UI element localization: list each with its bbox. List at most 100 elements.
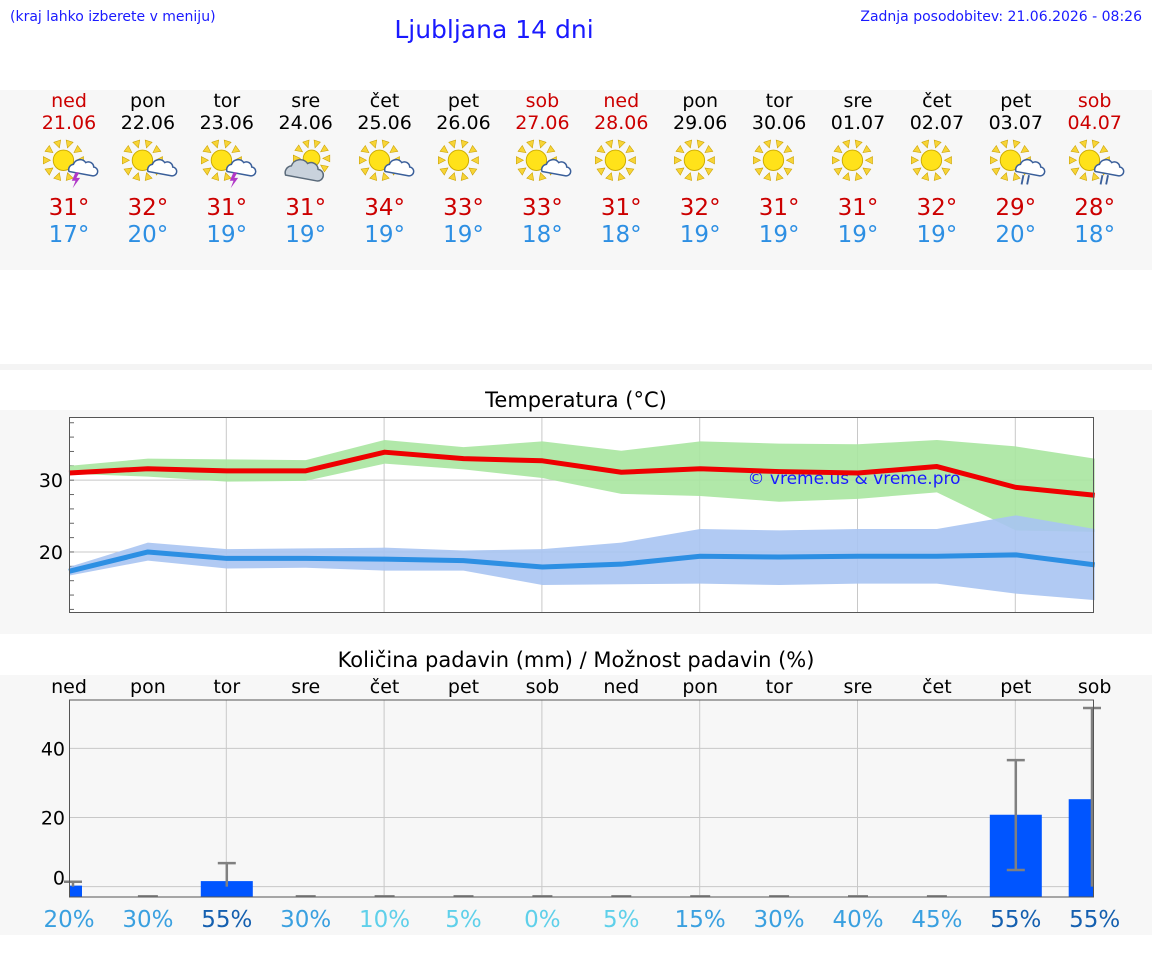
- precipitation-probability-label: 10%: [359, 907, 410, 933]
- y-tick-label: 20: [39, 542, 63, 564]
- day-name: pet: [447, 90, 480, 112]
- max-temperature: 32°: [679, 195, 721, 221]
- precipitation-day-label: pet: [1000, 676, 1031, 698]
- sun-icon: [910, 139, 952, 181]
- precipitation-chart: ned pon tor sre čet pet sob ned pon tor sre čet pet s…: [41, 676, 1120, 933]
- max-temperature: 33°: [522, 195, 563, 221]
- max-temperature: 33°: [443, 195, 484, 221]
- precipitation-probability-label: 20%: [43, 907, 94, 933]
- y-tick-label: 0: [53, 868, 65, 890]
- location-hint-link[interactable]: (kraj lahko izberete v meniju): [10, 9, 216, 25]
- max-temperature: 31°: [837, 195, 879, 221]
- sun-icon: [674, 139, 715, 181]
- min-temperature: 19°: [364, 222, 405, 248]
- min-temperature: 19°: [916, 222, 958, 248]
- max-temperature: 31°: [206, 195, 248, 221]
- sun-cloud-storm-icon: [200, 139, 257, 189]
- day-column: sob 04.07 28° 18°: [1055, 90, 1134, 249]
- max-temperature-range-band: [69, 439, 1095, 532]
- min-temperature: 17°: [48, 222, 90, 248]
- max-temperature: 29°: [995, 195, 1037, 221]
- day-column: čet 02.07 32° 19°: [897, 90, 976, 249]
- min-temperature: 19°: [758, 222, 800, 248]
- day-name: sre: [843, 90, 873, 112]
- sun-icon: [832, 139, 873, 181]
- max-temperature: 31°: [48, 195, 90, 221]
- precipitation-probability-label: 0%: [524, 907, 561, 933]
- temperature-chart-title: Temperatura (°C): [485, 388, 667, 412]
- precipitation-probability-label: 5%: [445, 907, 482, 933]
- sun-cloud-icon: [358, 139, 415, 181]
- max-temperature: 31°: [600, 195, 642, 221]
- y-tick-label: 40: [41, 738, 65, 760]
- precipitation-probability-label: 30%: [122, 907, 173, 933]
- min-temperature: 18°: [1074, 222, 1116, 248]
- sun-cloud-storm-icon: [43, 139, 99, 189]
- precipitation-probability-label: 5%: [603, 907, 640, 933]
- precipitation-day-label: sob: [526, 676, 560, 698]
- day-date: 22.06: [120, 112, 176, 134]
- min-temperature: 19°: [285, 222, 327, 248]
- precipitation-day-label: sob: [1078, 676, 1112, 698]
- sun-icon: [595, 139, 637, 181]
- day-date: 29.06: [672, 112, 728, 134]
- precipitation-bar: [69, 885, 82, 897]
- day-column: tor 30.06 31° 19°: [740, 90, 819, 249]
- day-name: sre: [291, 90, 321, 112]
- precipitation-day-label: čet: [922, 676, 952, 698]
- day-column: pon 29.06 32° 19°: [661, 90, 740, 249]
- min-temperature-range-band: [69, 515, 1095, 601]
- precipitation-day-label: tor: [766, 676, 793, 698]
- day-column: tor 23.06 31° 19°: [187, 90, 266, 249]
- precipitation-chart-title: Količina padavin (mm) / Možnost padavin …: [337, 648, 815, 672]
- max-temperature: 31°: [285, 195, 327, 221]
- sun-icon: [753, 139, 794, 181]
- day-date: 30.06: [751, 112, 807, 134]
- day-date: 23.06: [199, 112, 254, 134]
- max-temperature: 34°: [364, 195, 405, 221]
- day-name: tor: [765, 90, 793, 112]
- min-temperature: 19°: [206, 222, 248, 248]
- day-column: čet 25.06 34° 19°: [345, 90, 424, 249]
- precipitation-day-label: čet: [370, 676, 400, 698]
- day-name: tor: [213, 90, 241, 112]
- day-name: ned: [603, 90, 640, 112]
- precipitation-day-label: pet: [448, 676, 479, 698]
- last-updated-label: Zadnja posodobitev: 21.06.2026 - 08:26: [860, 9, 1142, 25]
- day-date: 02.07: [909, 112, 965, 134]
- min-temperature: 19°: [837, 222, 879, 248]
- day-name: pet: [1000, 90, 1032, 112]
- precipitation-probability-label: 30%: [280, 907, 331, 933]
- y-tick-label: 30: [39, 470, 63, 492]
- sun-cloud-icon: [121, 139, 178, 181]
- precipitation-probability-label: 15%: [675, 907, 726, 933]
- precipitation-probability-label: 55%: [1069, 907, 1120, 933]
- section-divider: [0, 364, 1152, 370]
- day-date: 04.07: [1067, 112, 1122, 134]
- precipitation-day-label: tor: [213, 676, 240, 698]
- day-date: 25.06: [357, 112, 412, 134]
- precipitation-day-label: ned: [603, 676, 639, 698]
- day-date: 27.06: [515, 112, 570, 134]
- day-name: pon: [130, 90, 166, 112]
- day-name: pon: [682, 90, 719, 112]
- precipitation-probability-label: 30%: [754, 907, 805, 933]
- min-temperature: 20°: [127, 222, 169, 248]
- min-temperature: 19°: [679, 222, 721, 248]
- precipitation-probability-label: 45%: [911, 907, 962, 933]
- precipitation-day-label: pon: [682, 676, 718, 698]
- precipitation-day-label: pon: [130, 676, 166, 698]
- day-name: sob: [525, 90, 560, 112]
- day-column: pon 22.06 32° 20°: [108, 90, 187, 249]
- precipitation-probability-label: 55%: [990, 907, 1041, 933]
- day-column: ned 21.06 31° 17°: [30, 90, 109, 249]
- temperature-plot-frame: [69, 417, 1094, 613]
- sun-cloud-rain-icon: [1068, 139, 1125, 185]
- precipitation-day-label: sre: [291, 676, 320, 698]
- day-column: sre 24.06 31° 19°: [266, 90, 345, 249]
- precipitation-bar: [200, 881, 253, 897]
- day-date: 26.06: [436, 112, 491, 134]
- precipitation-probability-label: 40%: [832, 907, 883, 933]
- y-tick-label: 20: [41, 808, 65, 830]
